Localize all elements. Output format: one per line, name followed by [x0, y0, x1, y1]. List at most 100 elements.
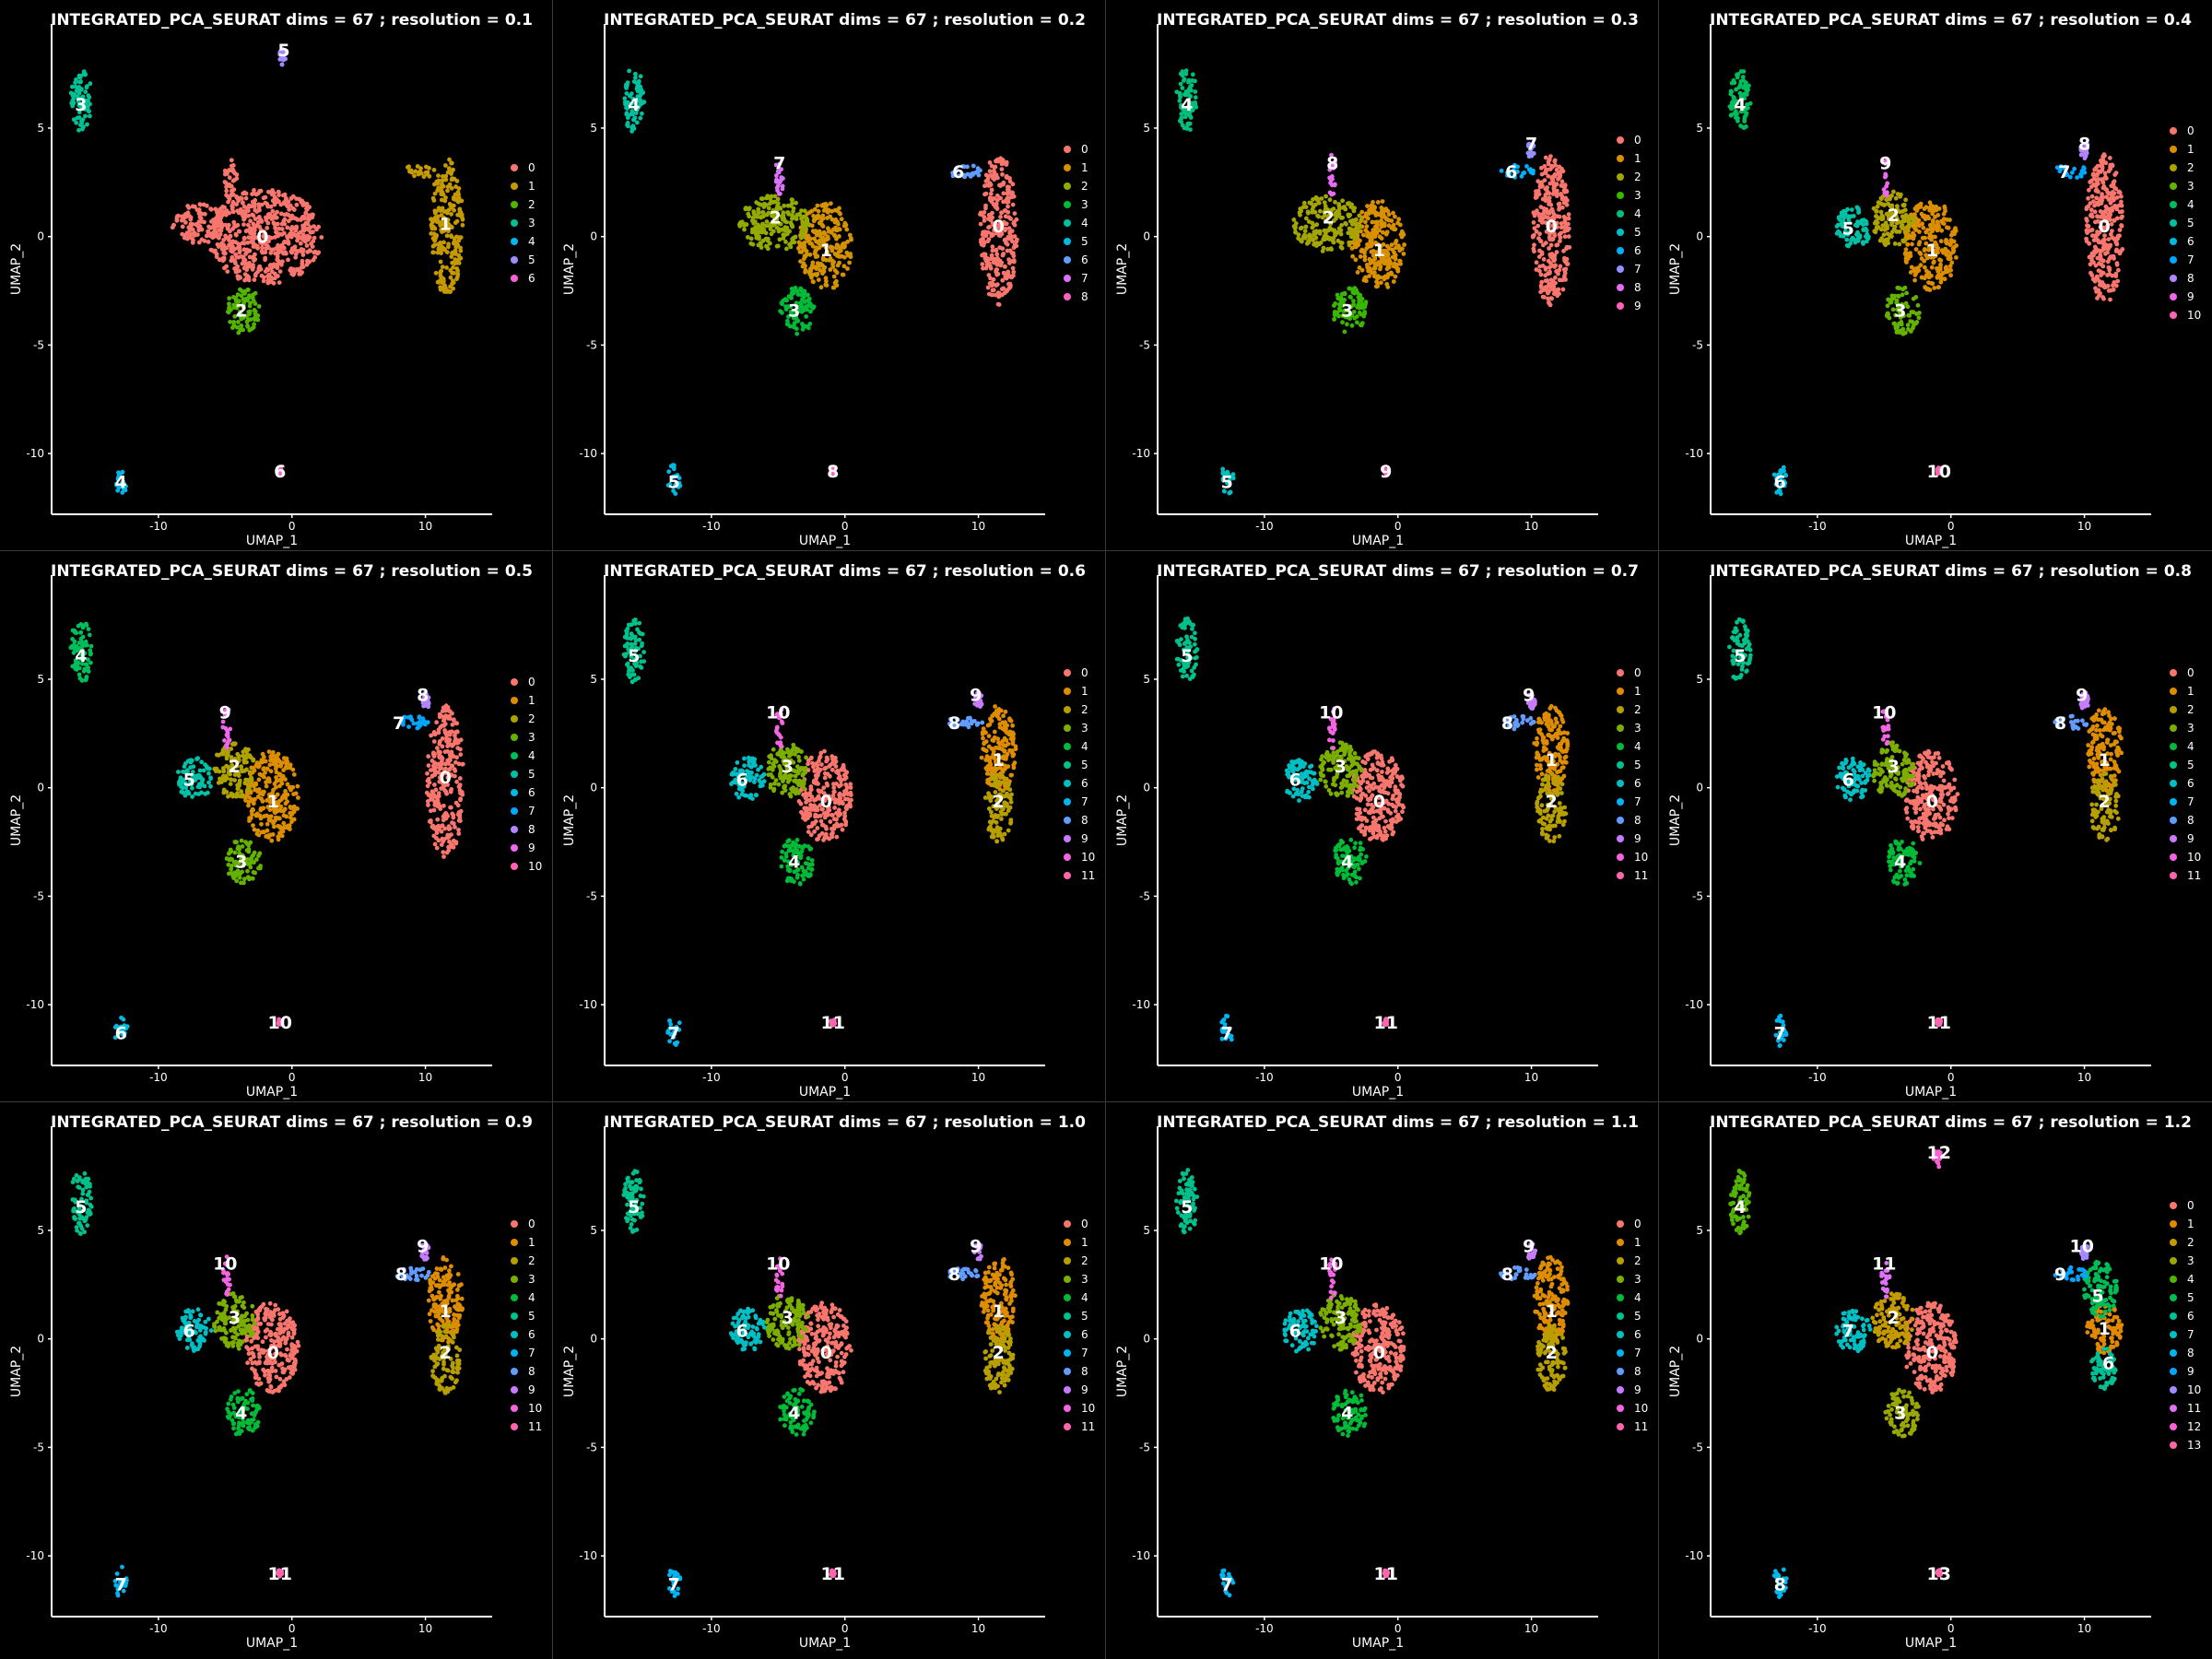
cell-point	[209, 232, 214, 237]
cell-point	[1341, 206, 1346, 210]
cell-point	[806, 238, 810, 242]
cell-point	[280, 63, 285, 67]
cell-point	[2106, 206, 2111, 211]
cell-point	[264, 195, 268, 200]
cell-point	[832, 233, 837, 238]
umap-plot: INTEGRATED_PCA_SEURAT dims = 67 ; resolu…	[0, 551, 551, 1101]
cell-point	[431, 196, 436, 201]
cell-point	[1948, 273, 1953, 277]
plot-title: INTEGRATED_PCA_SEURAT dims = 67 ; resolu…	[51, 11, 533, 29]
cell-point	[253, 782, 258, 787]
cell-point	[246, 208, 251, 213]
cell-point	[191, 205, 195, 209]
cell-point	[999, 264, 1004, 268]
cell-point	[435, 818, 440, 822]
cell-point	[805, 217, 809, 221]
cell-point	[813, 207, 818, 212]
cell-point	[1903, 197, 1908, 202]
legend-key	[2170, 219, 2177, 227]
cell-point	[1924, 205, 1929, 209]
cell-point	[1376, 200, 1381, 205]
cell-point	[988, 264, 993, 268]
cluster-label: 1	[1926, 241, 1938, 261]
legend-label: 6	[2187, 235, 2194, 248]
cell-point	[247, 261, 252, 265]
legend-key	[2170, 201, 2177, 208]
cell-point	[85, 85, 89, 89]
cell-point	[1920, 212, 1924, 217]
legend-key	[511, 238, 518, 245]
cell-point	[432, 231, 437, 236]
cell-point	[286, 258, 290, 263]
cell-point	[442, 209, 447, 214]
cell-point	[448, 806, 453, 810]
cell-point	[447, 840, 452, 844]
cell-point	[1356, 270, 1360, 275]
cell-point	[455, 746, 460, 750]
cell-point	[258, 772, 263, 777]
legend-label: 0	[528, 161, 535, 174]
cell-point	[971, 164, 976, 169]
cell-point	[2090, 228, 2095, 232]
legend-key	[1064, 256, 1071, 264]
cell-point	[457, 813, 462, 818]
cell-point	[266, 267, 271, 272]
cell-point	[1330, 177, 1335, 182]
cell-point	[88, 102, 92, 107]
cell-point	[2112, 172, 2117, 177]
legend-key	[511, 256, 518, 264]
cell-point	[808, 269, 813, 274]
cell-point	[267, 749, 272, 754]
cell-point	[442, 248, 447, 253]
cell-point	[265, 221, 270, 226]
cell-point	[2112, 197, 2117, 202]
cell-point	[811, 229, 816, 233]
cell-point	[796, 292, 801, 297]
cell-point	[1371, 208, 1376, 213]
cell-point	[1903, 331, 1908, 335]
cell-point	[2090, 215, 2095, 219]
y-tick-label: -5	[33, 338, 44, 351]
cell-point	[1396, 217, 1401, 221]
cell-point	[2106, 259, 2111, 264]
cell-point	[1005, 221, 1009, 226]
cell-point	[1539, 284, 1544, 288]
cell-point	[1006, 185, 1011, 190]
cell-point	[1400, 235, 1405, 240]
cell-point	[448, 182, 453, 187]
cell-point	[1387, 223, 1392, 228]
cell-point	[759, 203, 763, 207]
cell-point	[283, 202, 288, 206]
cell-point	[781, 232, 785, 237]
cell-point	[814, 240, 818, 244]
cell-point	[448, 826, 453, 830]
cell-point	[288, 785, 292, 790]
cell-point	[1914, 205, 1919, 209]
cell-point	[1000, 293, 1005, 298]
cell-point	[1939, 273, 1944, 277]
cell-point	[253, 202, 257, 206]
cell-point	[231, 179, 236, 183]
cell-point	[1304, 225, 1309, 229]
cell-point	[223, 172, 228, 177]
cell-point	[1873, 221, 1877, 226]
y-tick-label: 0	[1696, 230, 1703, 243]
cell-point	[458, 752, 463, 757]
cell-point	[1302, 201, 1307, 206]
cell-point	[439, 269, 443, 274]
cluster-points	[1174, 68, 1571, 495]
cell-point	[1311, 207, 1315, 212]
cell-point	[982, 192, 987, 196]
cell-point	[451, 279, 455, 284]
cell-point	[982, 252, 986, 256]
cell-point	[425, 771, 429, 776]
cell-point	[434, 765, 439, 770]
cell-point	[1003, 265, 1007, 269]
cell-point	[262, 766, 266, 771]
cell-point	[439, 251, 443, 255]
cell-point	[255, 318, 260, 323]
cell-point	[265, 833, 270, 838]
cell-point	[1332, 303, 1336, 308]
cell-point	[260, 806, 265, 811]
cell-point	[749, 237, 754, 241]
